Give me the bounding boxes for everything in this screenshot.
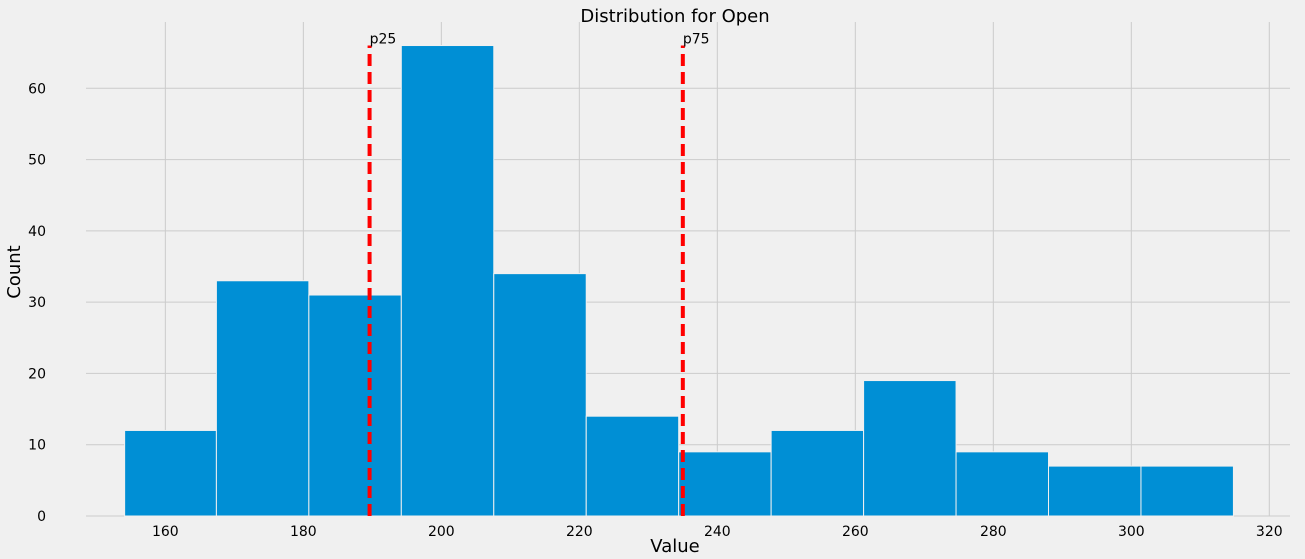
y-tick-label: 30: [28, 295, 46, 311]
x-tick-label: 320: [1256, 524, 1283, 540]
bars: [124, 45, 1234, 517]
histogram-bar: [585, 415, 680, 517]
histogram-bar: [1140, 465, 1234, 517]
x-tick-label: 240: [704, 524, 731, 540]
percentile-label-p75: p75: [683, 32, 710, 48]
histogram-bar: [1048, 465, 1142, 517]
x-tick-label: 180: [290, 524, 317, 540]
x-tick-label: 220: [566, 524, 593, 540]
y-tick-label: 0: [37, 509, 46, 525]
x-tick-label: 260: [842, 524, 869, 540]
y-tick-label: 60: [28, 81, 46, 97]
reference-lines: p25 p75: [367, 32, 710, 516]
y-tick-label: 10: [28, 438, 46, 454]
x-tick-label: 300: [1118, 524, 1145, 540]
y-tick-label: 20: [28, 366, 46, 382]
x-axis-title: Value: [650, 536, 699, 557]
x-tick-label: 200: [428, 524, 455, 540]
histogram-bar: [770, 429, 865, 517]
histogram-bar: [955, 451, 1050, 517]
histogram-bar: [124, 429, 217, 517]
x-tick-label: 280: [980, 524, 1007, 540]
y-tick-label: 40: [28, 224, 46, 240]
tick-labels: 160 180 200 220 240 260 280 300 320 0 10 20 30 40 50 60: [28, 81, 1282, 540]
histogram-bar: [493, 273, 587, 517]
percentile-label-p25: p25: [370, 32, 397, 48]
y-tick-label: 50: [28, 153, 46, 169]
histogram-bar: [863, 380, 957, 517]
x-tick-label: 160: [152, 524, 179, 540]
y-axis-title: Count: [4, 245, 25, 298]
histogram-bar: [308, 294, 402, 517]
histogram-bar: [678, 451, 772, 517]
chart-title: Distribution for Open: [580, 6, 769, 27]
histogram-bar: [400, 45, 495, 517]
histogram-bar: [215, 280, 310, 517]
